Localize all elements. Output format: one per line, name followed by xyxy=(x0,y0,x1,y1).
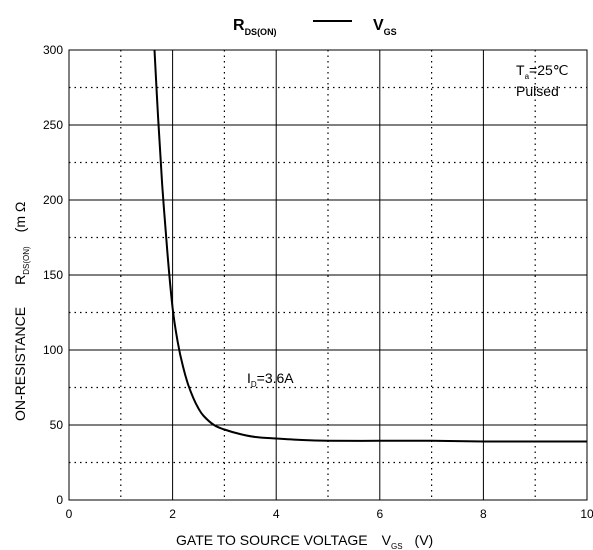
current-annotation: ID=3.6A xyxy=(247,370,294,389)
y-tick-label: 300 xyxy=(43,43,63,57)
y-tick-label: 100 xyxy=(43,343,63,357)
x-tick-label: 6 xyxy=(376,507,383,521)
x-tick-label: 4 xyxy=(273,507,280,521)
x-tick-label: 10 xyxy=(580,507,593,521)
y-axis-symbol-subscript: DS(ON) xyxy=(22,246,31,275)
x-axis-label: GATE TO SOURCE VOLTAGE VGS (V) xyxy=(176,532,433,550)
title-vgs-subscript: GS xyxy=(384,27,397,37)
y-tick-label: 150 xyxy=(43,268,63,282)
title-vgs-symbol: V xyxy=(373,17,384,34)
plot-frame xyxy=(68,49,588,501)
y-axis-label-text: ON-RESISTANCE xyxy=(12,307,28,421)
x-axis-symbol-subscript: GS xyxy=(391,542,403,550)
x-tick-label: 2 xyxy=(169,507,176,521)
y-tick-label: 200 xyxy=(43,193,63,207)
temperature-annotation: Ta=25℃ xyxy=(516,62,569,81)
rdson-vs-vgs-line xyxy=(153,49,587,443)
y-axis-label: ON-RESISTANCE RDS(ON) (m Ω xyxy=(12,202,31,421)
x-tick-label: 8 xyxy=(480,507,487,521)
x-axis-symbol: V xyxy=(382,532,392,548)
temperature-subscript: a xyxy=(525,72,530,81)
y-axis-symbol: R xyxy=(12,275,28,285)
pulsed-annotation: Pulsed xyxy=(516,83,559,99)
chart-title-vgs: VGS xyxy=(373,17,397,37)
temperature-value: =25℃ xyxy=(529,62,568,78)
title-rdson-subscript: DS(ON) xyxy=(245,27,277,37)
current-symbol: I xyxy=(247,370,251,386)
x-axis-label-text: GATE TO SOURCE VOLTAGE xyxy=(176,532,368,548)
current-subscript: D xyxy=(251,380,257,389)
x-axis-unit: (V) xyxy=(415,532,434,548)
y-axis-unit: (m Ω xyxy=(12,202,28,233)
x-tick-labels: 0 2 4 6 8 10 xyxy=(66,507,593,521)
title-rdson-symbol: R xyxy=(233,17,245,34)
y-tick-labels: 0 50 100 150 200 250 300 xyxy=(43,43,63,507)
x-tick-label: 0 xyxy=(66,507,73,521)
chart-title: RDS(ON) xyxy=(233,17,277,37)
y-tick-label: 0 xyxy=(56,493,63,507)
temperature-symbol: T xyxy=(516,62,525,78)
y-tick-label: 50 xyxy=(50,418,64,432)
current-value: =3.6A xyxy=(257,370,295,386)
y-tick-label: 250 xyxy=(43,118,63,132)
